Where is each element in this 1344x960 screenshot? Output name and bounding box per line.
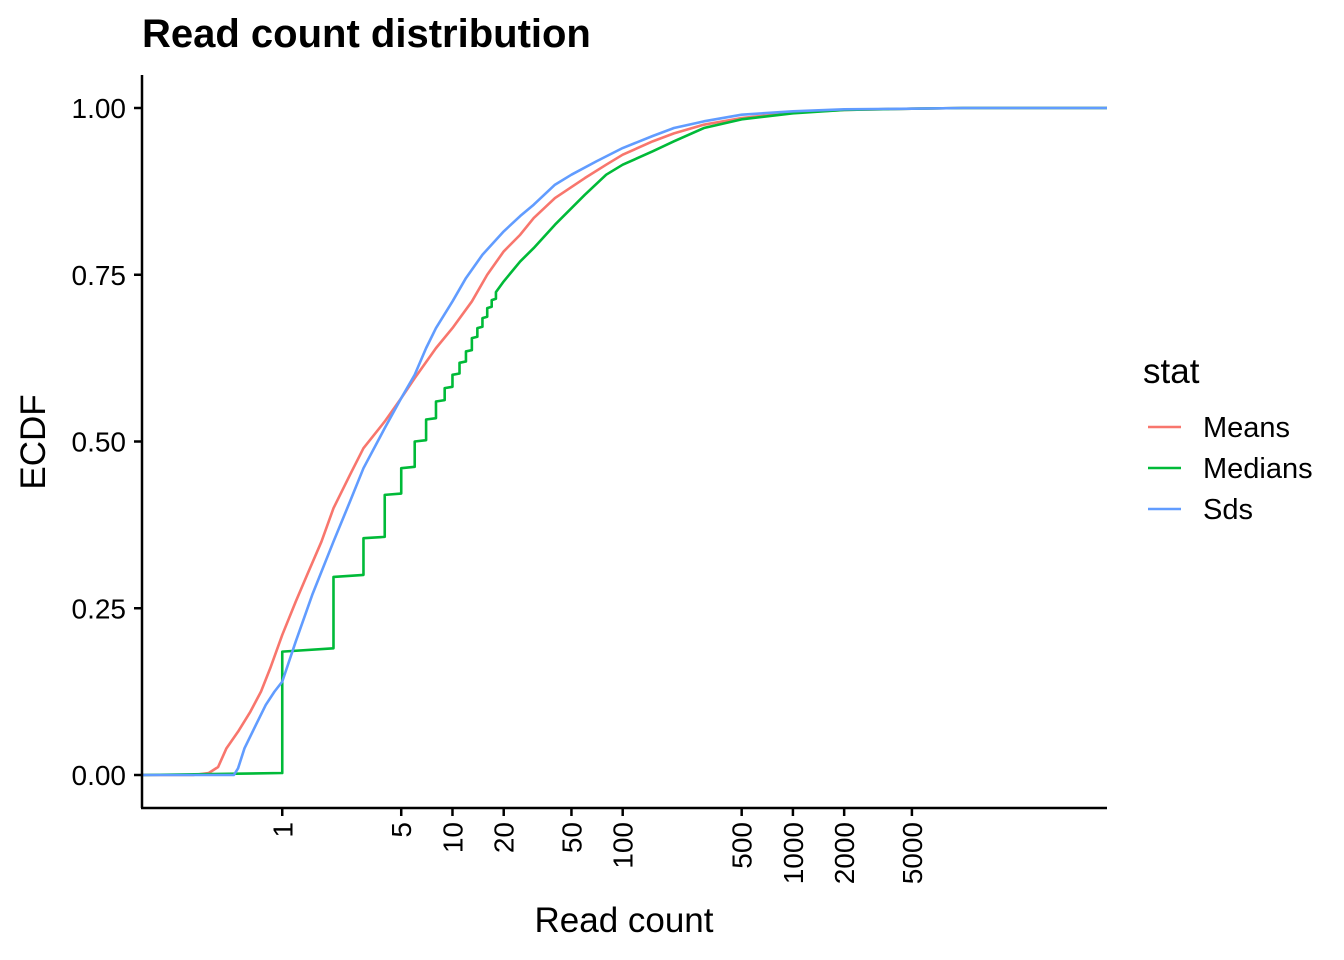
legend-items: Means Medians Sds: [1148, 412, 1313, 526]
x-tick-label: 10: [437, 822, 468, 853]
x-tick-label: 1: [267, 822, 298, 838]
legend-label-means: Means: [1203, 412, 1290, 444]
y-tick-label: 0.75: [72, 260, 127, 291]
x-tick-label: 5: [386, 822, 417, 838]
y-tick-label: 0.25: [72, 593, 127, 624]
series-line-medians: [141, 106, 1107, 777]
legend: stat Means Medians Sds: [1143, 352, 1313, 526]
x-axis-title: Read count: [534, 901, 713, 940]
x-ticks: 1 5 10 20 50 100 500 1000 2000 5000: [267, 808, 928, 884]
y-tick-label: 0.00: [72, 760, 127, 791]
series-line-means: [142, 106, 1107, 777]
legend-label-sds: Sds: [1203, 494, 1253, 526]
legend-label-medians: Medians: [1203, 453, 1313, 485]
series-line-sds: [142, 106, 1107, 777]
y-ticks: 0.00 0.25 0.50 0.75 1.00: [72, 93, 142, 791]
chart-title: Read count distribution: [142, 12, 591, 56]
y-tick-label: 0.50: [72, 427, 127, 458]
x-tick-label: 500: [727, 822, 758, 869]
legend-title: stat: [1143, 352, 1200, 391]
x-tick-label: 2000: [829, 822, 860, 884]
series-layer: [141, 106, 1107, 777]
x-tick-label: 50: [556, 822, 587, 853]
x-tick-label: 1000: [778, 822, 809, 884]
y-axis-title: ECDF: [14, 394, 53, 489]
plot-area: 0.00 0.25 0.50 0.75 1.00 1 5 10 20 50 100 500 1000 2…: [72, 75, 1107, 884]
y-tick-label: 1.00: [72, 93, 127, 124]
x-tick-label: 20: [489, 822, 520, 853]
x-tick-label: 5000: [897, 822, 928, 884]
x-tick-label: 100: [608, 822, 639, 869]
